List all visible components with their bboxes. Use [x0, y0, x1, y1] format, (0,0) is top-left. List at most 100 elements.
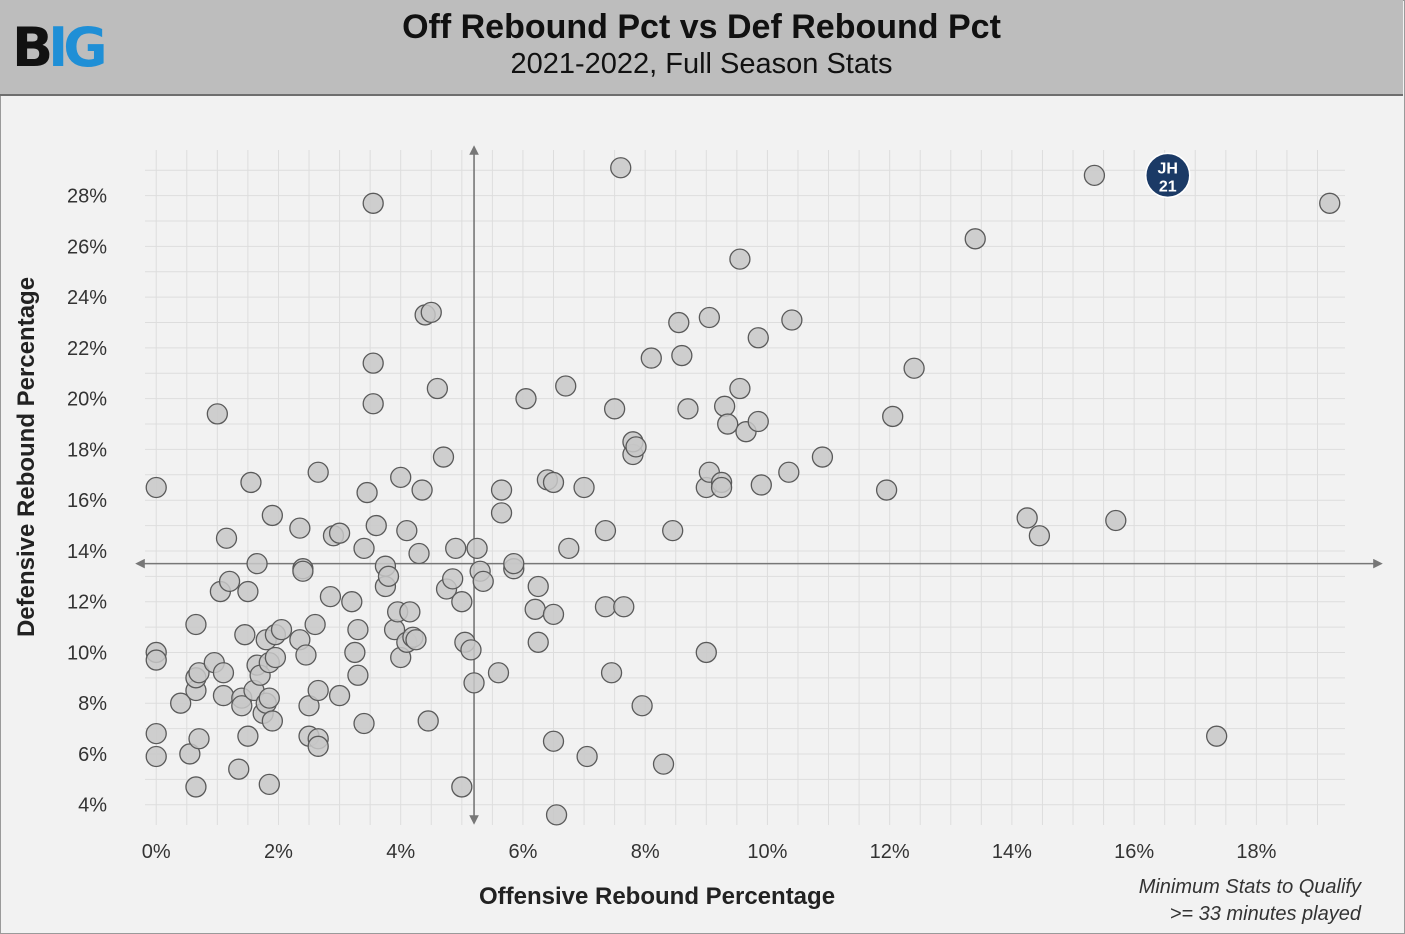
- y-axis-ticks: 4% 6% 8% 10% 12% 14% 16% 18% 20% 22% 24% 26% 28%: [67, 186, 107, 817]
- x-tick-label: 10%: [747, 841, 787, 863]
- scatter-point: [542, 730, 565, 752]
- scatter-point: [652, 753, 675, 775]
- scatter-point: [347, 664, 369, 686]
- scatter-point: [903, 357, 925, 379]
- scatter-point: [613, 596, 635, 618]
- y-tick-label: 26%: [67, 236, 107, 258]
- scatter-point: [442, 568, 464, 590]
- scatter-point: [341, 591, 363, 613]
- scatter-point: [1105, 509, 1127, 532]
- scatter-point: [524, 598, 546, 620]
- scatter-point: [353, 712, 375, 735]
- scatter-point: [515, 388, 537, 410]
- y-tick-label: 14%: [67, 541, 107, 563]
- y-tick-label: 6%: [78, 744, 107, 766]
- scatter-point: [432, 446, 455, 468]
- scatter-point: [246, 552, 268, 575]
- scatter-point: [594, 519, 617, 542]
- scatter-point: [145, 476, 167, 499]
- footnote-line-1: Minimum Stats to Qualify: [1138, 876, 1361, 898]
- scatter-point: [717, 413, 739, 435]
- x-tick-label: 14%: [992, 841, 1032, 863]
- scatter-point: [362, 393, 384, 415]
- scatter-point: [261, 504, 283, 527]
- scatter-point: [417, 710, 439, 732]
- scatter-point: [353, 537, 375, 560]
- scatter-point: [356, 481, 378, 504]
- chart-title: Off Rebound Pct vs Def Rebound Pct: [402, 8, 1001, 46]
- scatter-point: [882, 405, 904, 428]
- scatter-point: [328, 522, 351, 544]
- scatter-point: [695, 641, 717, 664]
- scatter-point: [542, 471, 565, 494]
- scatter-point: [600, 662, 623, 684]
- scatter-point: [231, 695, 253, 717]
- scatter-point: [405, 629, 427, 651]
- header-bar: BIG Off Rebound Pct vs Def Rebound Pct 2…: [0, 0, 1403, 96]
- scatter-point: [212, 662, 235, 684]
- scatter-point: [215, 527, 238, 549]
- scatter-point: [747, 410, 769, 433]
- x-tick-label: 8%: [631, 841, 660, 863]
- scatter-point: [710, 476, 733, 499]
- scatter-point: [347, 618, 369, 641]
- scatter-point: [261, 710, 283, 732]
- scatter-point: [747, 327, 769, 349]
- scatter-point: [377, 565, 400, 587]
- scatter-point: [472, 570, 494, 593]
- scatter-point: [307, 461, 329, 483]
- scatter-point: [713, 395, 736, 417]
- x-axis-ticks: 0% 2% 4% 6% 8% 10% 12% 14% 16% 18%: [142, 841, 1277, 863]
- y-tick-label: 18%: [67, 439, 107, 461]
- scatter-point: [677, 398, 699, 420]
- scatter-point: [451, 776, 473, 798]
- scatter-point: [668, 311, 690, 334]
- x-tick-label: 6%: [508, 841, 537, 863]
- scatter-point: [420, 301, 442, 324]
- y-tick-label: 20%: [67, 389, 107, 411]
- scatter-point: [445, 537, 467, 560]
- logo-letter-b: B: [12, 16, 53, 79]
- scatter-point: [145, 745, 167, 768]
- highlight-point[interactable]: [1145, 152, 1191, 199]
- y-tick-label: 28%: [67, 186, 107, 208]
- scatter-point: [234, 624, 256, 646]
- scatter-point: [964, 228, 986, 250]
- x-tick-label: 12%: [870, 841, 910, 863]
- scatter-point: [671, 344, 693, 367]
- footnote-line-2: >= 33 minutes played: [1169, 903, 1361, 925]
- scatter-point: [212, 684, 235, 707]
- scatter-point: [170, 692, 192, 714]
- scatter-point: [411, 479, 433, 501]
- scatter-point: [396, 519, 418, 542]
- scatter-point: [258, 687, 280, 709]
- data-points: [145, 157, 1341, 826]
- scatter-point: [292, 560, 314, 582]
- scatter-point: [1016, 507, 1038, 529]
- scatter-point: [344, 641, 366, 664]
- big-ten-logo: BIG: [12, 20, 108, 76]
- scatter-point: [1205, 725, 1228, 747]
- scatter-point: [576, 745, 598, 768]
- y-tick-label: 4%: [78, 795, 107, 817]
- scatter-point: [750, 474, 772, 496]
- scatter-point: [573, 476, 595, 499]
- scatter-point: [729, 377, 751, 400]
- scatter-point: [778, 461, 800, 483]
- scatter-point: [399, 601, 421, 623]
- logo-letters-ig: IG: [48, 16, 107, 79]
- scatter-point: [729, 248, 751, 270]
- scatter-point: [451, 591, 473, 613]
- x-axis-label: Offensive Rebound Percentage: [479, 883, 835, 910]
- scatter-point: [781, 309, 803, 331]
- average-lines: [135, 145, 1383, 825]
- scatter-point: [460, 639, 482, 661]
- scatter-point: [527, 575, 549, 598]
- scatter-point: [304, 613, 326, 636]
- scatter-point: [228, 758, 250, 780]
- chart-subtitle: 2021-2022, Full Season Stats: [510, 48, 893, 80]
- scatter-point: [307, 735, 329, 757]
- scatter-point: [270, 618, 293, 641]
